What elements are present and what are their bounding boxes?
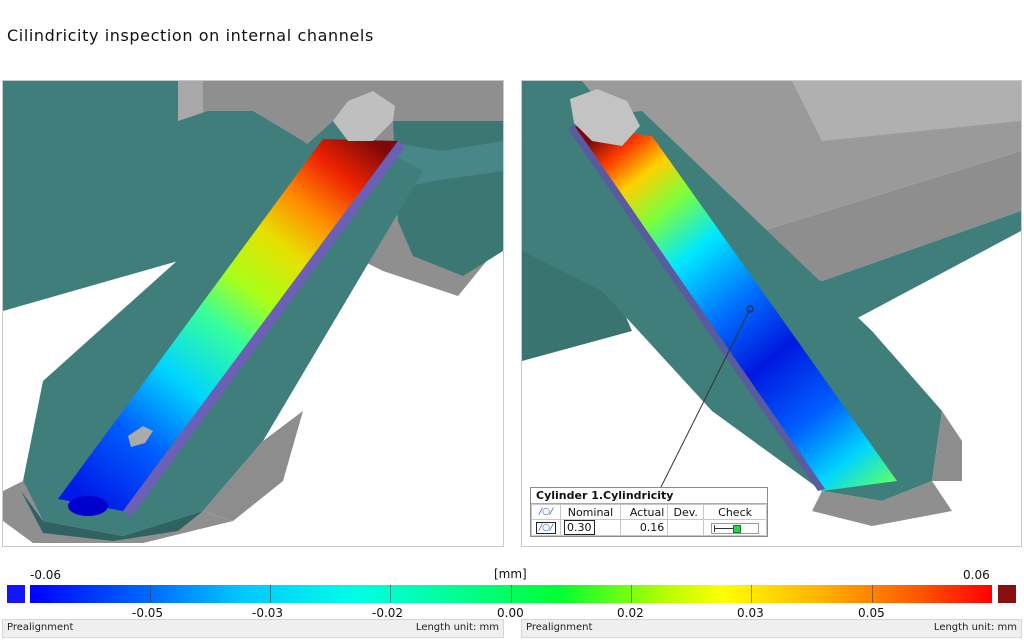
inspection-label[interactable]: Cylinder 1.Cylindricity /○/ Nominal Actu… bbox=[530, 487, 768, 537]
right-channel-render bbox=[522, 81, 1021, 526]
check-cell bbox=[703, 519, 767, 536]
legend-tick-label: -0.02 bbox=[372, 606, 404, 620]
header-actual: Actual bbox=[619, 504, 669, 520]
status-bar-left: Prealignment Length unit: mm bbox=[2, 619, 504, 638]
left-channel-render bbox=[3, 81, 503, 543]
nominal-cell: 0.30 bbox=[560, 519, 621, 536]
header-check: Check bbox=[703, 504, 767, 520]
legend-below-range-swatch bbox=[7, 585, 25, 603]
header-nominal: Nominal bbox=[560, 504, 621, 520]
legend-above-range-swatch bbox=[998, 585, 1016, 603]
inspection-table: /○/ Nominal Actual Dev. Check /○/ 0.30 0… bbox=[531, 504, 767, 536]
left-3d-view[interactable] bbox=[2, 80, 504, 547]
right-3d-view[interactable]: Cylinder 1.Cylindricity /○/ Nominal Actu… bbox=[521, 80, 1022, 547]
legend-tick-label: 0.05 bbox=[858, 606, 885, 620]
legend-tick-label: 0.03 bbox=[737, 606, 764, 620]
status-length-unit: Length unit: mm bbox=[933, 622, 1017, 633]
cylindricity-icon: /○/ bbox=[531, 504, 561, 520]
legend-tick-label: -0.05 bbox=[132, 606, 164, 620]
check-indicator bbox=[711, 522, 760, 534]
legend-min-label: -0.06 bbox=[30, 568, 62, 582]
status-length-unit: Length unit: mm bbox=[415, 622, 499, 633]
legend-tick-label: 0.00 bbox=[497, 606, 524, 620]
legend-unit-label: [mm] bbox=[494, 567, 527, 581]
inspection-name: Cylinder 1.Cylindricity bbox=[531, 488, 767, 504]
tolerance-icon: /○/ bbox=[531, 519, 561, 536]
page-title: Cilindricity inspection on internal chan… bbox=[7, 26, 374, 45]
status-bar-right: Prealignment Length unit: mm bbox=[521, 619, 1022, 638]
legend-tick-label: -0.03 bbox=[252, 606, 284, 620]
actual-value: 0.16 bbox=[619, 519, 669, 536]
status-mode: Prealignment bbox=[526, 622, 593, 633]
legend-max-label: 0.06 bbox=[963, 568, 990, 582]
header-dev: Dev. bbox=[667, 504, 705, 520]
nominal-value: 0.30 bbox=[564, 520, 595, 535]
legend-tick-label: 0.02 bbox=[617, 606, 644, 620]
dev-value bbox=[667, 519, 705, 536]
status-mode: Prealignment bbox=[7, 622, 74, 633]
